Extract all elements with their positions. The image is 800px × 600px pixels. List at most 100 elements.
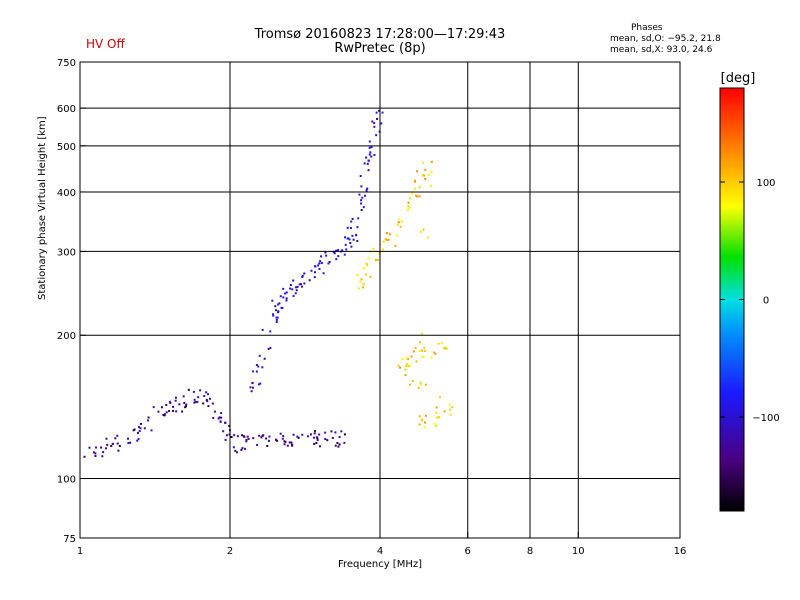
echo-point	[138, 430, 141, 433]
echo-point	[420, 419, 423, 422]
echo-point	[106, 443, 109, 446]
echo-point	[212, 416, 215, 419]
echo-point	[397, 364, 400, 367]
x-tick-label: 10	[572, 546, 585, 557]
echo-point	[313, 276, 316, 279]
echo-point	[349, 242, 352, 245]
echo-point	[165, 411, 168, 414]
echo-point	[260, 436, 263, 439]
echo-point	[199, 389, 202, 392]
echo-point	[345, 248, 348, 251]
echo-point	[410, 355, 413, 358]
echo-point	[219, 420, 222, 423]
echo-point	[366, 187, 369, 190]
echo-point	[101, 455, 104, 458]
echo-point	[349, 227, 352, 230]
echo-point	[114, 437, 117, 440]
echo-point	[424, 168, 427, 171]
echo-point	[83, 455, 86, 458]
echo-point	[435, 424, 438, 427]
echo-point	[433, 351, 436, 354]
echo-point	[88, 446, 91, 449]
echo-point	[275, 309, 278, 312]
echo-point	[314, 265, 317, 268]
echo-point	[424, 414, 427, 417]
echo-point	[343, 433, 346, 436]
echo-point	[443, 410, 446, 413]
echo-point	[324, 251, 327, 254]
echo-point	[309, 433, 312, 436]
echo-point	[256, 443, 259, 446]
echo-point	[110, 445, 113, 448]
echo-point	[169, 402, 172, 405]
echo-point	[387, 238, 390, 241]
echo-point	[375, 259, 378, 262]
echo-point	[286, 444, 289, 447]
echo-point	[94, 452, 97, 455]
echo-point	[381, 248, 384, 251]
echo-point	[401, 357, 404, 360]
echo-point	[356, 274, 359, 277]
phases-x-mode-stats: mean, sd,X: 93.0, 24.6	[610, 45, 713, 55]
echo-point	[423, 350, 426, 353]
echo-point	[350, 245, 353, 248]
echo-point	[245, 439, 248, 442]
echo-point	[255, 363, 258, 366]
echo-point	[359, 175, 362, 178]
y-tick-label: 400	[57, 188, 76, 199]
echo-point	[274, 305, 277, 308]
echo-point	[360, 278, 363, 281]
echo-point	[285, 291, 288, 294]
echo-point	[336, 441, 339, 444]
echo-point	[421, 349, 424, 352]
colorbar-tick-label: 0	[763, 296, 769, 307]
echo-point	[364, 194, 367, 197]
echo-point	[367, 257, 370, 260]
echo-point	[247, 437, 250, 440]
echo-point	[362, 282, 365, 285]
echo-point	[421, 174, 424, 177]
echo-point	[320, 261, 323, 264]
echo-point	[413, 180, 416, 183]
echo-point	[424, 177, 427, 180]
y-tick-label: 100	[57, 475, 76, 486]
echo-point	[143, 427, 146, 430]
echo-point	[334, 431, 337, 434]
echo-point	[240, 448, 243, 451]
echo-point	[412, 350, 415, 353]
echo-point	[318, 267, 321, 270]
echo-point	[174, 399, 177, 402]
echo-point	[435, 411, 438, 414]
echo-point	[162, 413, 165, 416]
echo-point	[118, 444, 121, 447]
echo-point	[338, 443, 341, 446]
echo-point	[197, 396, 200, 399]
echo-point	[370, 146, 373, 149]
echo-point	[193, 401, 196, 404]
echo-point	[322, 272, 325, 275]
echo-point	[139, 427, 142, 430]
echo-point	[408, 206, 411, 209]
echo-point	[368, 140, 371, 143]
echo-point	[396, 234, 399, 237]
echo-point	[399, 366, 402, 369]
echo-point	[419, 383, 422, 386]
x-axis-label: Frequency [MHz]	[338, 559, 422, 570]
echo-point	[337, 445, 340, 448]
echo-point	[404, 365, 407, 368]
echo-point	[116, 442, 119, 445]
echo-point	[265, 437, 268, 440]
echo-point	[230, 436, 233, 439]
echo-point	[414, 179, 417, 182]
echo-point	[147, 419, 150, 422]
echo-point	[220, 412, 223, 415]
echo-point	[375, 111, 378, 114]
echo-point	[449, 413, 452, 416]
echo-point	[193, 398, 196, 401]
echo-point	[442, 346, 445, 349]
echo-point	[301, 285, 304, 288]
echo-point	[385, 238, 388, 241]
echo-point	[358, 193, 361, 196]
echo-point	[241, 447, 244, 450]
echo-point	[422, 161, 425, 164]
